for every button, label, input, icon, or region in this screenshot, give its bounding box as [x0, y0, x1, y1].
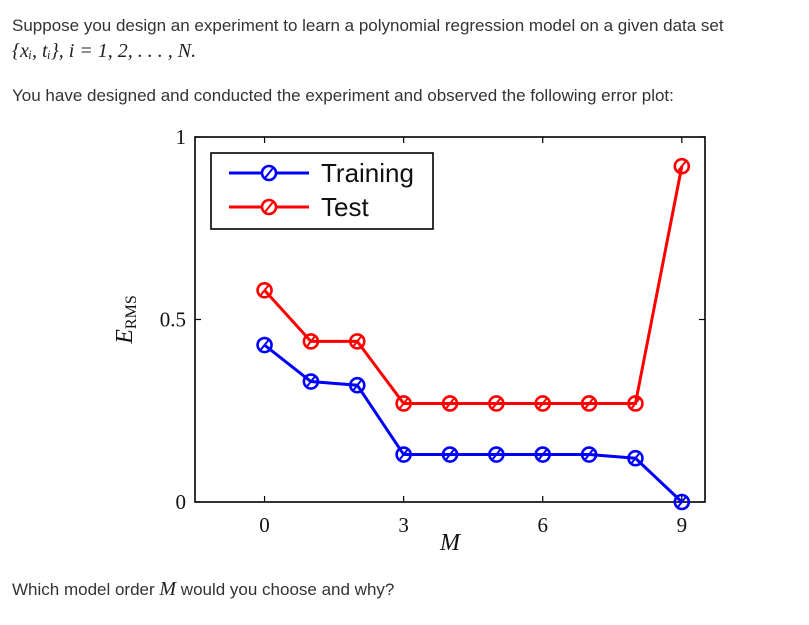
data-point-training-5 [488, 446, 505, 463]
question-line-3: Which model order M would you choose and… [12, 578, 394, 601]
marker-circle [673, 493, 691, 511]
marker-circle [348, 376, 366, 394]
marker-circle [256, 336, 273, 354]
data-point-test-3 [395, 395, 412, 412]
y-tick-label-1: 0.5 [160, 308, 186, 332]
data-point-test-7 [580, 395, 598, 412]
data-point-test-5 [488, 395, 505, 412]
x-tick-label-1: 3 [398, 513, 409, 537]
marker-slash [259, 339, 270, 351]
data-point-test-0 [256, 282, 273, 299]
legend-label-training: Training [321, 158, 414, 188]
marker-slash [398, 448, 409, 461]
data-point-training-4 [441, 446, 459, 463]
marker-slash [584, 397, 594, 410]
x-tick-label-3: 9 [677, 513, 688, 537]
marker-slash [352, 379, 363, 391]
y-axis-label: ERMS [112, 295, 140, 344]
marker-circle [580, 395, 598, 412]
marker-slash [491, 397, 502, 410]
marker-slash [537, 448, 548, 461]
marker-circle [673, 157, 691, 175]
data-point-training-6 [534, 446, 552, 463]
question-line-2: You have designed and conducted the expe… [12, 86, 674, 105]
data-point-training-2 [348, 376, 366, 394]
marker-circle [488, 446, 505, 463]
marker-slash [630, 397, 641, 410]
marker-slash [352, 335, 363, 348]
dataset-formula: {xᵢ, tᵢ}, i = 1, 2, . . . , N. [12, 40, 197, 62]
marker-slash [398, 397, 409, 410]
data-point-training-8 [627, 449, 644, 467]
y-tick-label-0: 0 [176, 490, 187, 514]
legend-label-test: Test [321, 192, 369, 222]
data-point-training-3 [395, 446, 412, 463]
model-order-symbol: M [159, 578, 177, 600]
x-axis-label: M [439, 530, 462, 556]
legend-marker-slash-training [264, 167, 274, 179]
data-point-test-9 [673, 157, 691, 175]
marker-slash [445, 397, 455, 410]
question-prefix: Which model order [12, 580, 160, 599]
marker-slash [306, 375, 316, 388]
data-point-test-1 [302, 333, 320, 350]
marker-circle [302, 373, 320, 390]
marker-circle [395, 446, 412, 463]
marker-slash [306, 335, 316, 348]
marker-circle [256, 282, 273, 299]
x-tick-label-2: 6 [537, 513, 548, 537]
marker-circle [580, 446, 598, 463]
data-point-test-8 [627, 395, 644, 412]
legend-box [210, 152, 434, 230]
marker-slash [445, 448, 455, 461]
marker-circle [534, 395, 552, 412]
question-line-1: Suppose you design an experiment to lear… [12, 16, 724, 35]
data-point-test-6 [534, 395, 552, 412]
marker-circle [302, 333, 320, 350]
marker-circle [441, 395, 459, 412]
data-point-training-0 [256, 336, 273, 354]
marker-circle [441, 446, 459, 463]
x-tick-label-0: 0 [259, 513, 270, 537]
error-plot: 0 3 6 9 0 0.5 1 M ERMS Training Test [112, 125, 706, 556]
marker-circle [348, 333, 366, 350]
marker-circle [534, 446, 552, 463]
data-point-test-4 [441, 395, 459, 412]
marker-circle [627, 395, 644, 412]
marker-slash [537, 397, 548, 410]
series-line-training [263, 343, 683, 504]
marker-slash [677, 160, 687, 172]
data-point-training-1 [302, 373, 320, 390]
legend-marker-slash-test [264, 201, 274, 213]
marker-circle [488, 395, 505, 412]
marker-circle [627, 449, 644, 467]
data-point-test-2 [348, 333, 366, 350]
marker-slash [259, 284, 270, 296]
marker-slash [491, 448, 502, 461]
data-point-training-9 [673, 493, 691, 511]
marker-circle [395, 395, 412, 412]
marker-slash [630, 452, 641, 464]
question-suffix: would you choose and why? [176, 580, 395, 599]
data-point-training-7 [580, 446, 598, 463]
marker-slash [584, 448, 594, 461]
marker-slash [677, 496, 687, 508]
series-line-test [263, 165, 684, 405]
y-tick-label-2: 1 [176, 125, 187, 149]
